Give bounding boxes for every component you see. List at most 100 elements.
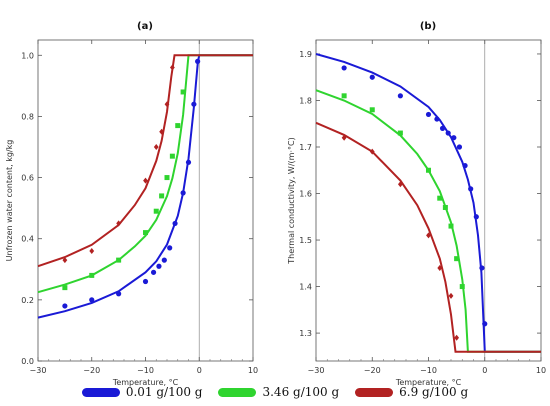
data-point <box>116 291 122 297</box>
plot-frame <box>37 39 254 362</box>
y-tick-label: 1.9 <box>299 50 312 59</box>
x-tick-label: −10 <box>137 366 154 375</box>
data-point <box>143 177 148 184</box>
data-point <box>167 245 173 251</box>
data-point <box>341 93 347 99</box>
data-point <box>143 230 148 236</box>
y-tick-label: 1.8 <box>299 96 312 105</box>
series-curve <box>37 54 253 294</box>
data-point <box>451 135 457 141</box>
data-point <box>164 101 170 108</box>
y-tick-label: 0.2 <box>21 296 34 305</box>
data-point <box>434 116 440 122</box>
series-curve <box>315 89 541 353</box>
series-curve <box>37 54 253 319</box>
series-curve <box>315 121 541 353</box>
series-curve <box>37 54 253 268</box>
x-tick-label: −10 <box>420 366 437 375</box>
data-point <box>159 128 165 135</box>
data-point <box>169 153 175 159</box>
data-point <box>159 193 165 199</box>
legend: 0.01 g/100 g 3.46 g/100 g 6.9 g/100 g <box>0 380 550 404</box>
data-point <box>89 247 95 254</box>
x-tick-label: −20 <box>83 366 100 375</box>
data-point <box>437 195 443 201</box>
panel-title: (b) <box>420 21 436 32</box>
data-point <box>369 148 375 155</box>
data-point <box>89 297 95 303</box>
data-point <box>454 334 460 341</box>
y-tick-label: 1.5 <box>299 236 312 245</box>
data-point <box>454 256 460 262</box>
data-point <box>142 278 149 285</box>
data-point <box>341 134 347 141</box>
legend-swatch <box>81 387 120 397</box>
y-axis-label: Thermal conductivity, W/(m·°C) <box>287 137 296 264</box>
data-point <box>426 167 431 173</box>
data-point <box>195 58 201 64</box>
data-point <box>169 64 175 71</box>
data-point <box>153 144 159 150</box>
legend-swatch <box>218 387 257 397</box>
data-point <box>180 89 186 95</box>
x-axis-label: Temperature, °C <box>112 378 179 387</box>
data-point <box>397 130 403 136</box>
data-point <box>397 93 403 99</box>
y-tick-label: 1.0 <box>21 51 34 60</box>
legend-label: 6.9 g/100 g <box>399 385 469 399</box>
data-point <box>482 321 488 327</box>
legend-label: 3.46 g/100 g <box>262 385 340 399</box>
data-point <box>341 65 347 71</box>
legend-swatch <box>355 387 394 397</box>
data-point <box>185 159 192 165</box>
chart-panel-b: −30 −20 −10 0 10 1.3 1.4 1.5 1.6 1.7 1.8 1.9 (b) Temp… <box>287 21 546 387</box>
legend-item: 0.01 g/100 g <box>81 385 203 399</box>
data-point <box>62 285 68 291</box>
y-tick-label: 1.7 <box>299 143 312 152</box>
data-point <box>473 214 479 220</box>
x-tick-label: −20 <box>364 366 381 375</box>
data-point <box>172 220 178 227</box>
plot-frame <box>315 39 542 362</box>
data-point <box>445 130 451 136</box>
x-tick-label: 0 <box>197 366 202 375</box>
y-tick-label: 0.0 <box>21 357 34 366</box>
data-point <box>89 272 95 278</box>
data-point <box>369 107 375 113</box>
data-point <box>369 74 375 80</box>
y-tick-label: 1.4 <box>299 283 312 292</box>
panel-title: (a) <box>137 21 153 32</box>
chart-panel-a: −30 −20 −10 0 10 0.0 0.2 0.4 0.6 0.8 1.0 (a) Tempera… <box>5 21 258 387</box>
x-tick-label: 0 <box>482 366 487 375</box>
legend-item: 6.9 g/100 g <box>355 385 468 399</box>
data-point <box>479 265 485 271</box>
data-point <box>116 220 122 227</box>
x-tick-label: 10 <box>248 366 258 375</box>
x-tick-label: −30 <box>30 366 47 375</box>
data-point <box>62 303 68 309</box>
data-point <box>448 292 454 299</box>
data-point <box>180 190 186 196</box>
data-point <box>426 232 431 239</box>
data-point <box>468 186 474 192</box>
data-point <box>175 123 181 129</box>
data-point <box>437 264 443 271</box>
data-point <box>462 163 468 169</box>
series-curve <box>315 53 541 353</box>
data-point <box>150 269 157 275</box>
data-point <box>442 204 448 210</box>
legend-item: 3.46 g/100 g <box>218 385 339 399</box>
data-point <box>425 111 432 118</box>
y-tick-label: 0.4 <box>21 235 34 244</box>
y-axis-label: Unfrozen water content, kg/kg <box>5 140 14 262</box>
data-point <box>459 284 465 290</box>
data-point <box>164 175 170 181</box>
data-point <box>153 208 159 214</box>
y-tick-label: 0.6 <box>21 174 34 183</box>
y-tick-label: 0.8 <box>21 112 34 121</box>
data-point <box>448 223 454 229</box>
data-point <box>161 257 167 263</box>
legend-label: 0.01 g/100 g <box>125 385 203 399</box>
y-tick-label: 1.6 <box>299 190 312 199</box>
